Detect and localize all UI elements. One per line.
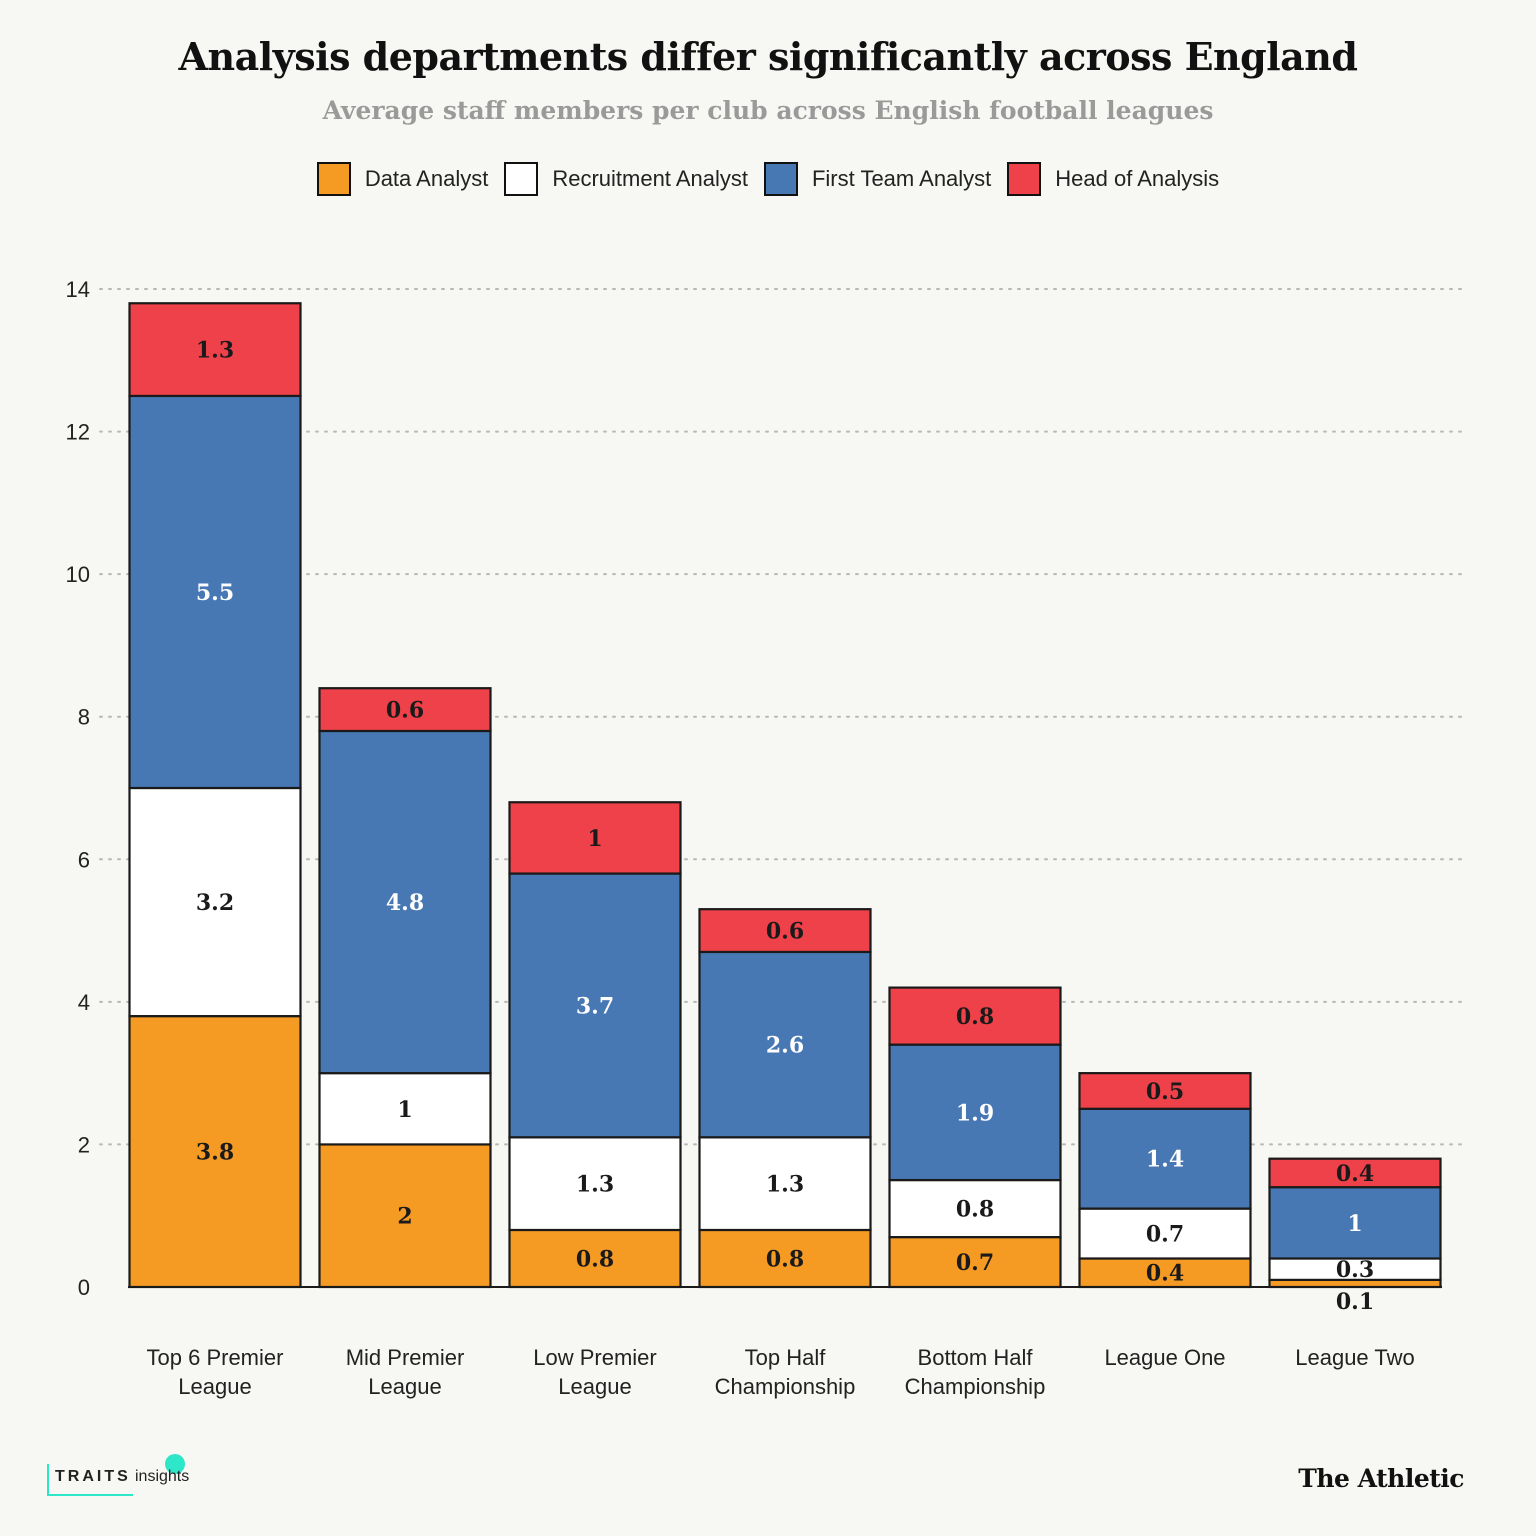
legend-item-head-of-analysis: Head of Analysis [1007, 162, 1219, 196]
bar-segment [1078, 1257, 1252, 1289]
legend-label: First Team Analyst [811, 166, 992, 191]
data-label: 0.7 [956, 1250, 994, 1276]
logo-accent-line [47, 1494, 133, 1496]
bar-segment [1268, 1157, 1442, 1189]
data-label: 3.2 [196, 890, 234, 916]
bar-segment [1078, 1107, 1252, 1210]
data-label: 1.4 [1146, 1147, 1184, 1173]
data-label: 3.7 [576, 993, 614, 1019]
data-label: 0.8 [576, 1246, 614, 1272]
data-label: 1 [397, 1097, 412, 1123]
bar-segment [318, 687, 492, 733]
data-label: 0.7 [1146, 1222, 1184, 1248]
x-category-label: Top Half [745, 1345, 827, 1370]
bar-segment [508, 872, 682, 1139]
traits-insights-logo: TRAITS insights [47, 1452, 197, 1498]
data-label: 2 [397, 1204, 412, 1230]
bar-segment [508, 801, 682, 875]
logo-accent-line [47, 1464, 49, 1496]
data-label: 1.3 [576, 1172, 614, 1198]
data-label: 0.8 [956, 1004, 994, 1030]
data-label: 1 [587, 826, 602, 852]
logo-insights-text: insights [135, 1468, 190, 1485]
legend-label: Head of Analysis [1055, 166, 1220, 191]
data-label: 0.5 [1146, 1079, 1184, 1105]
y-tick-label: 8 [78, 705, 90, 730]
bar-segment [508, 1228, 682, 1289]
logo-dot-icon [165, 1454, 185, 1474]
x-category-label: League [178, 1374, 251, 1399]
x-category-label: League [368, 1374, 441, 1399]
data-label: 0.1 [1336, 1289, 1374, 1315]
x-category-label: Championship [715, 1374, 856, 1399]
legend-label: Recruitment Analyst [552, 166, 748, 191]
data-label: 4.8 [386, 890, 424, 916]
data-label: 0.8 [956, 1197, 994, 1223]
data-label: 2.6 [766, 1033, 804, 1059]
logo-traits-text: TRAITS [55, 1468, 131, 1485]
data-label: 0.4 [1146, 1261, 1184, 1287]
bar-segment [888, 1235, 1062, 1289]
chart-subtitle: Average staff members per club across En… [322, 96, 1214, 125]
bar-segment [888, 986, 1062, 1046]
y-tick-label: 10 [66, 562, 90, 587]
data-label: 1.9 [956, 1100, 994, 1126]
x-category-label: Low Premier [533, 1345, 656, 1370]
legend-label: Data Analyst [364, 166, 489, 191]
y-tick-label: 14 [66, 277, 90, 302]
data-label: 0.8 [766, 1246, 804, 1272]
bar-segment [318, 1072, 492, 1146]
bar-segment [128, 394, 302, 790]
legend: Data Analyst Recruitment Analyst First T… [0, 162, 1536, 196]
bar-segment [888, 1043, 1062, 1182]
chart-title: Analysis departments differ significantl… [178, 34, 1358, 79]
legend-item-recruitment-analyst: Recruitment Analyst [504, 162, 748, 196]
bar-segment [1078, 1072, 1252, 1110]
legend-swatch [504, 162, 539, 196]
y-tick-label: 0 [78, 1275, 90, 1300]
x-category-label: League Two [1295, 1345, 1414, 1370]
y-tick-label: 2 [78, 1132, 90, 1157]
data-label: 0.3 [1336, 1257, 1374, 1283]
bar-segment [128, 786, 302, 1018]
data-label: 5.5 [196, 580, 234, 606]
legend-item-first-team-analyst: First Team Analyst [763, 162, 992, 196]
y-tick-label: 12 [66, 420, 90, 445]
data-label: 0.6 [386, 698, 424, 724]
x-category-label: Bottom Half [918, 1345, 1034, 1370]
legend-item-data-analyst: Data Analyst [316, 162, 489, 196]
the-athletic-logo: The Athletic [1298, 1464, 1464, 1493]
data-label: 1.3 [766, 1172, 804, 1198]
data-label: 1 [1347, 1211, 1362, 1237]
x-category-label: Mid Premier [346, 1345, 465, 1370]
bar-segment [888, 1178, 1062, 1239]
data-label: 1.3 [196, 338, 234, 364]
x-category-label: Championship [905, 1374, 1046, 1399]
bar-segment [698, 1136, 872, 1232]
bar-segment [318, 1143, 492, 1289]
data-label: 0.4 [1336, 1161, 1374, 1187]
legend-swatch [316, 162, 351, 196]
x-category-label: League One [1104, 1345, 1225, 1370]
legend-swatch [1007, 162, 1042, 196]
y-tick-label: 6 [78, 847, 90, 872]
data-label: 3.8 [196, 1140, 234, 1166]
x-category-label: League [558, 1374, 631, 1399]
legend-swatch [763, 162, 798, 196]
bar-segment [128, 302, 302, 398]
bar-segment [1078, 1207, 1252, 1260]
x-category-label: Top 6 Premier [147, 1345, 284, 1370]
bar-segment [508, 1136, 682, 1232]
data-label: 0.6 [766, 919, 804, 945]
y-tick-label: 4 [78, 990, 90, 1015]
bar-segment [698, 908, 872, 954]
bar-segment [318, 729, 492, 1075]
bar-segment [128, 1015, 302, 1289]
